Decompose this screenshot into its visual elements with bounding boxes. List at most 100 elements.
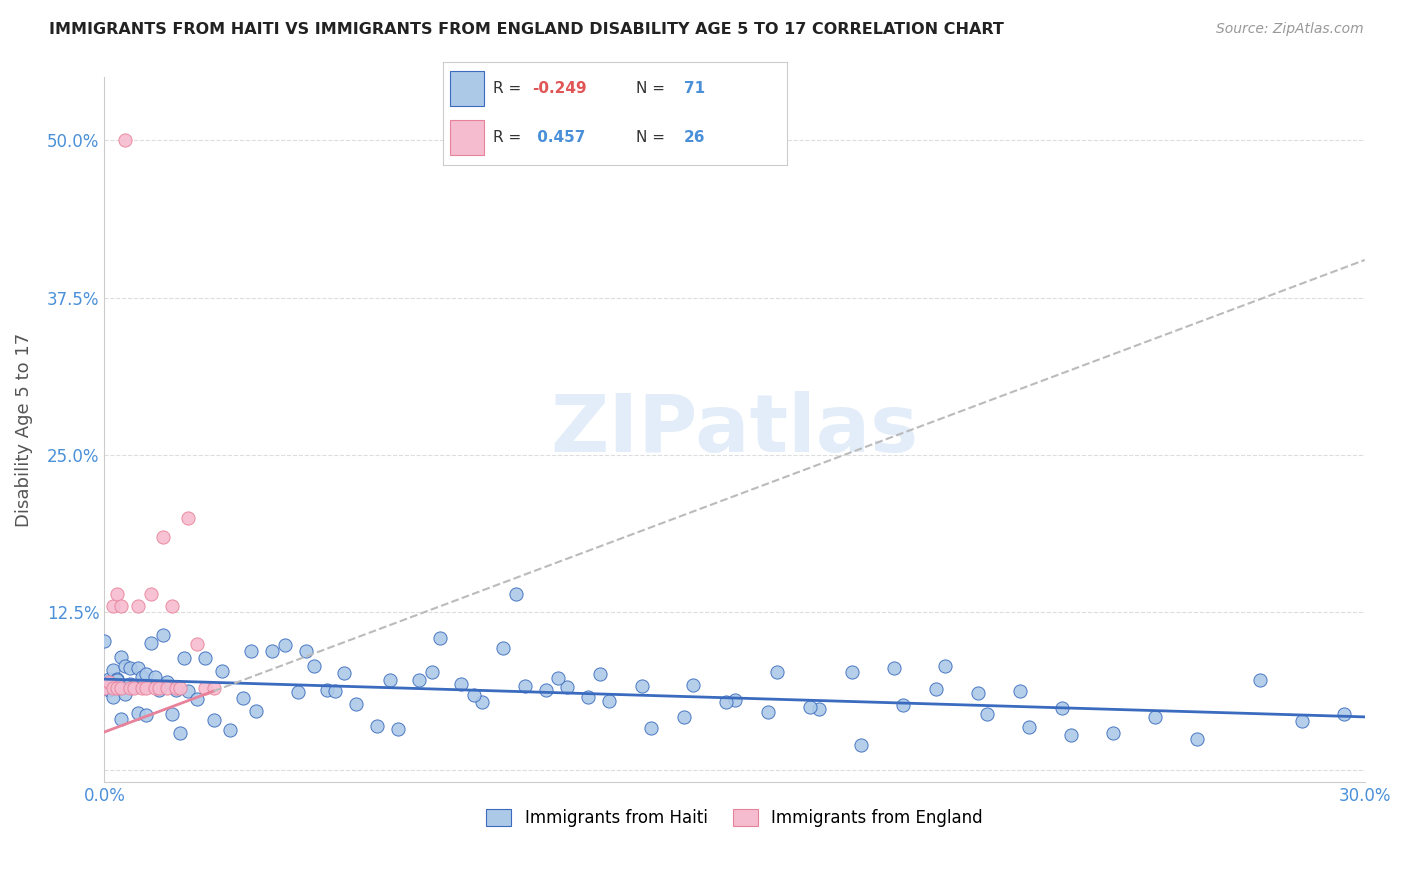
- Point: [534, 683, 557, 698]
- Point: [408, 673, 430, 687]
- Point: [967, 686, 990, 700]
- Point: [110, 649, 132, 664]
- Point: [169, 681, 191, 695]
- Point: [118, 681, 141, 695]
- Point: [110, 599, 132, 614]
- Point: [976, 707, 998, 722]
- Point: [262, 644, 284, 658]
- Point: [148, 681, 170, 695]
- Point: [1018, 720, 1040, 734]
- Point: [156, 675, 179, 690]
- Point: [143, 681, 166, 695]
- Point: [1185, 731, 1208, 746]
- Point: [169, 726, 191, 740]
- Text: 71: 71: [685, 80, 706, 95]
- Point: [450, 677, 472, 691]
- Point: [101, 599, 124, 614]
- Bar: [450, 70, 484, 105]
- Point: [194, 651, 217, 665]
- Point: [274, 638, 297, 652]
- Point: [765, 665, 787, 680]
- Point: [93, 633, 115, 648]
- Bar: [450, 120, 484, 155]
- Point: [640, 721, 662, 735]
- Text: -0.249: -0.249: [533, 80, 588, 95]
- Point: [122, 679, 145, 693]
- Point: [420, 665, 443, 680]
- Point: [1249, 673, 1271, 687]
- Point: [799, 700, 821, 714]
- Point: [576, 690, 599, 704]
- Point: [177, 511, 200, 525]
- Point: [505, 586, 527, 600]
- Point: [186, 637, 208, 651]
- Point: [135, 708, 157, 723]
- Point: [925, 681, 948, 696]
- Point: [325, 684, 347, 698]
- Point: [135, 667, 157, 681]
- Point: [131, 670, 153, 684]
- Point: [114, 133, 136, 147]
- Point: [1143, 710, 1166, 724]
- Point: [682, 678, 704, 692]
- Point: [173, 650, 195, 665]
- Point: [165, 683, 187, 698]
- Point: [135, 681, 157, 695]
- Point: [934, 658, 956, 673]
- Point: [186, 691, 208, 706]
- Legend: Immigrants from Haiti, Immigrants from England: Immigrants from Haiti, Immigrants from E…: [479, 803, 990, 834]
- Point: [110, 712, 132, 726]
- Text: 0.457: 0.457: [533, 130, 586, 145]
- Point: [756, 706, 779, 720]
- Point: [152, 628, 174, 642]
- Point: [202, 713, 225, 727]
- Point: [232, 691, 254, 706]
- Point: [849, 738, 872, 752]
- Point: [316, 682, 339, 697]
- Text: R =: R =: [494, 130, 522, 145]
- Point: [891, 698, 914, 713]
- Point: [105, 673, 128, 687]
- Point: [93, 681, 115, 695]
- Text: Source: ZipAtlas.com: Source: ZipAtlas.com: [1216, 22, 1364, 37]
- Text: 26: 26: [685, 130, 706, 145]
- Point: [127, 660, 149, 674]
- Point: [118, 677, 141, 691]
- Point: [1059, 728, 1081, 742]
- Point: [513, 679, 536, 693]
- Text: ZIPatlas: ZIPatlas: [550, 391, 918, 469]
- Point: [110, 681, 132, 695]
- Point: [202, 681, 225, 695]
- Point: [378, 673, 401, 688]
- Point: [463, 688, 485, 702]
- Point: [105, 586, 128, 600]
- Text: R =: R =: [494, 80, 522, 95]
- Point: [143, 670, 166, 684]
- Point: [1101, 726, 1123, 740]
- Point: [245, 704, 267, 718]
- Point: [555, 680, 578, 694]
- Point: [101, 690, 124, 705]
- Text: IMMIGRANTS FROM HAITI VS IMMIGRANTS FROM ENGLAND DISABILITY AGE 5 TO 17 CORRELAT: IMMIGRANTS FROM HAITI VS IMMIGRANTS FROM…: [49, 22, 1004, 37]
- Point: [471, 695, 494, 709]
- Point: [160, 599, 183, 614]
- Point: [211, 664, 233, 678]
- Point: [118, 661, 141, 675]
- Point: [295, 644, 318, 658]
- Point: [387, 722, 409, 736]
- Point: [287, 685, 309, 699]
- Point: [97, 672, 120, 686]
- Point: [139, 636, 162, 650]
- Point: [807, 702, 830, 716]
- Point: [723, 693, 745, 707]
- Point: [429, 632, 451, 646]
- Point: [131, 681, 153, 695]
- Point: [105, 681, 128, 695]
- Text: N =: N =: [636, 130, 665, 145]
- Point: [177, 684, 200, 698]
- Point: [841, 665, 863, 680]
- Text: N =: N =: [636, 80, 665, 95]
- Point: [631, 679, 654, 693]
- Point: [240, 644, 263, 658]
- Point: [97, 674, 120, 689]
